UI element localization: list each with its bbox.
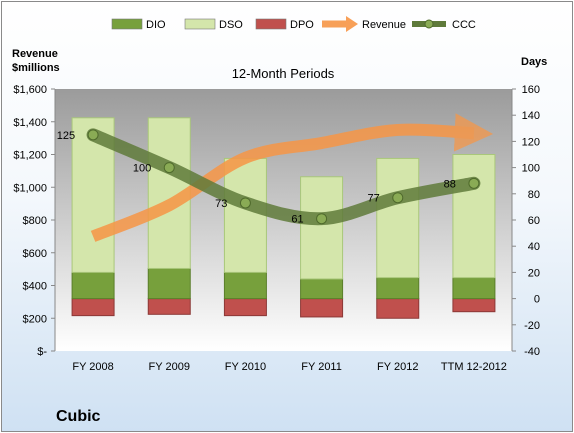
- legend-swatch-dpo: [255, 18, 287, 30]
- left-tick-label: $-: [37, 346, 47, 358]
- right-tick-label: 160: [522, 84, 540, 96]
- dso-bar: [452, 154, 496, 279]
- left-tick-label: $1,600: [13, 84, 47, 96]
- right-tick-label: -40: [524, 346, 540, 358]
- right-tick-label: 20: [528, 267, 540, 279]
- right-axis: -40 -20 0 20 40 60 80 100 120 140 160: [511, 84, 540, 358]
- x-tick-label: TTM 12-2012: [441, 361, 507, 373]
- x-tick-label: FY 2010: [225, 361, 266, 373]
- legend-label-revenue: Revenue: [362, 19, 406, 31]
- ccc-point: [316, 213, 328, 225]
- legend-label-ccc: CCC: [452, 19, 476, 31]
- dio-bar: [223, 271, 267, 300]
- right-tick-label: -20: [524, 320, 540, 332]
- left-tick-label: $400: [23, 281, 47, 293]
- right-tick-label: 80: [528, 189, 540, 201]
- dio-bar: [452, 277, 496, 300]
- left-tick-label: $1,400: [13, 117, 47, 129]
- left-tick-label: $1,200: [13, 150, 47, 162]
- ccc-point: [239, 197, 251, 209]
- dpo-bar: [71, 298, 115, 317]
- right-tick-label: 60: [528, 215, 540, 227]
- ccc-data-label: 125: [57, 130, 75, 142]
- left-axis-title-line2: $millions: [12, 62, 60, 74]
- right-tick-label: 40: [528, 241, 540, 253]
- legend-arrowhead: [346, 16, 358, 32]
- x-tick-label: FY 2011: [301, 361, 342, 373]
- left-tick-label: $600: [23, 248, 47, 260]
- x-tick-label: FY 2008: [72, 361, 113, 373]
- legend-label-dso: DSO: [219, 19, 243, 31]
- dso-bar: [376, 157, 420, 279]
- legend-swatch-dso: [184, 18, 216, 30]
- dpo-bar: [300, 298, 344, 318]
- x-tick-label: FY 2012: [377, 361, 418, 373]
- ccc-data-label: 61: [291, 214, 303, 226]
- left-tick-label: $1,000: [13, 182, 47, 194]
- legend: DIO DSO DPO Revenue CCC: [111, 16, 476, 32]
- x-tick-label: FY 2009: [149, 361, 190, 373]
- right-tick-label: 0: [534, 294, 540, 306]
- right-tick-label: 100: [522, 163, 540, 175]
- revenue-line: [90, 113, 494, 242]
- left-axis-title-line1: Revenue: [12, 48, 58, 60]
- dso-bar: [223, 157, 267, 273]
- left-tick-label: $200: [23, 313, 47, 325]
- chart-title: 12-Month Periods: [232, 66, 335, 81]
- dio-bar: [300, 278, 344, 300]
- ccc-data-label: 77: [368, 193, 380, 205]
- right-tick-label: 140: [522, 110, 540, 122]
- lines: 125 100 73 61 77 88: [57, 113, 494, 242]
- legend-label-dio: DIO: [146, 19, 166, 31]
- dio-bar: [376, 277, 420, 300]
- dpo-bar: [376, 298, 420, 319]
- ccc-data-label: 88: [444, 178, 456, 190]
- dpo-bar: [223, 298, 267, 317]
- legend-swatch-dio: [111, 18, 143, 30]
- ccc-point: [392, 192, 404, 204]
- bars: [71, 117, 496, 319]
- ccc-point: [468, 177, 480, 189]
- x-axis: FY 2008 FY 2009 FY 2010 FY 2011 FY 2012 TTM 1…: [72, 361, 507, 373]
- dpo-bar: [452, 298, 496, 313]
- right-tick-label: 120: [522, 136, 540, 148]
- ccc-point: [163, 162, 175, 174]
- legend-ccc-marker: [424, 19, 434, 29]
- ccc-data-label: 100: [133, 163, 151, 175]
- ccc-point: [87, 129, 99, 141]
- left-axis: $- $200 $400 $600 $800 $1,000 $1,200 $1,400 $1,6…: [13, 84, 56, 358]
- legend-label-dpo: DPO: [290, 19, 314, 31]
- dpo-bar: [147, 298, 191, 315]
- company-name: Cubic: [56, 408, 101, 425]
- dio-bar: [71, 271, 115, 300]
- right-axis-title: Days: [521, 56, 547, 68]
- left-tick-label: $800: [23, 215, 47, 227]
- dso-bar: [300, 176, 344, 280]
- ccc-data-label: 73: [215, 198, 227, 210]
- dio-bar: [147, 267, 191, 300]
